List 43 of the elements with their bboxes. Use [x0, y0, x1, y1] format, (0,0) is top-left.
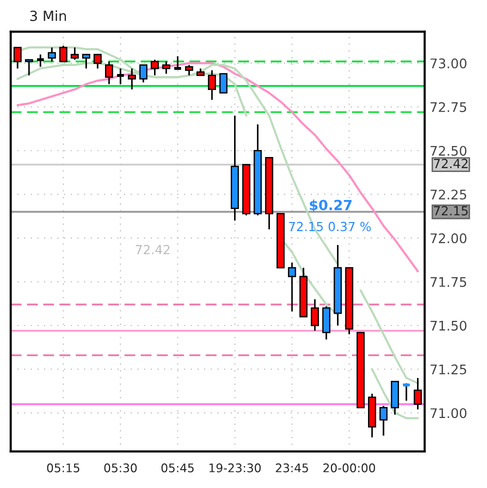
candlestick	[128, 68, 136, 90]
candlestick	[82, 54, 90, 70]
annotation: 72.15 0.37 %	[289, 222, 371, 232]
candlestick	[48, 46, 56, 62]
ref-line-label: 72.42	[434, 158, 468, 168]
candlestick	[139, 64, 148, 84]
candlestick	[150, 58, 159, 76]
x-tick-label: 05:30	[104, 463, 137, 472]
x-tick-label: 20-00:00	[323, 463, 376, 472]
ref-line-label: 72.15	[434, 206, 468, 216]
candlestick	[162, 60, 170, 74]
y-tick-label: 73.00	[430, 58, 466, 68]
y-tick-label: 72.50	[430, 146, 466, 156]
line-series	[16, 62, 419, 272]
x-tick-label: 19-23:30	[209, 463, 261, 472]
candlestick	[105, 60, 114, 85]
candlestick	[59, 44, 68, 62]
candlestick	[172, 55, 182, 70]
candlestick	[24, 58, 34, 76]
chart-title: 3 Min	[30, 10, 66, 22]
y-tick-label: 71.75	[430, 277, 466, 287]
x-tick-label: 05:45	[161, 463, 194, 472]
candlestick	[116, 68, 126, 85]
candlestick	[402, 382, 412, 402]
y-tick-label: 71.00	[430, 408, 466, 418]
candlestick	[70, 46, 79, 60]
candlestick	[36, 54, 46, 68]
candlestick	[310, 298, 319, 332]
candlestick	[288, 262, 296, 312]
candlestick	[208, 69, 216, 101]
y-tick-label: 72.00	[430, 233, 466, 244]
candlestick	[94, 54, 102, 70]
y-tick-label: 72.75	[430, 102, 466, 112]
candlestick	[379, 405, 388, 436]
y-tick-label: 71.50	[430, 320, 466, 331]
candlestick	[185, 64, 194, 76]
x-tick-label: 23:45	[276, 463, 308, 472]
annotation: 72.42	[136, 244, 170, 254]
x-tick-label: 05:15	[47, 463, 80, 472]
y-tick-label: 71.25	[430, 364, 466, 374]
y-tick-label: 72.25	[430, 190, 466, 200]
candlestick	[219, 73, 228, 94]
annotation: $0.27	[310, 200, 352, 212]
